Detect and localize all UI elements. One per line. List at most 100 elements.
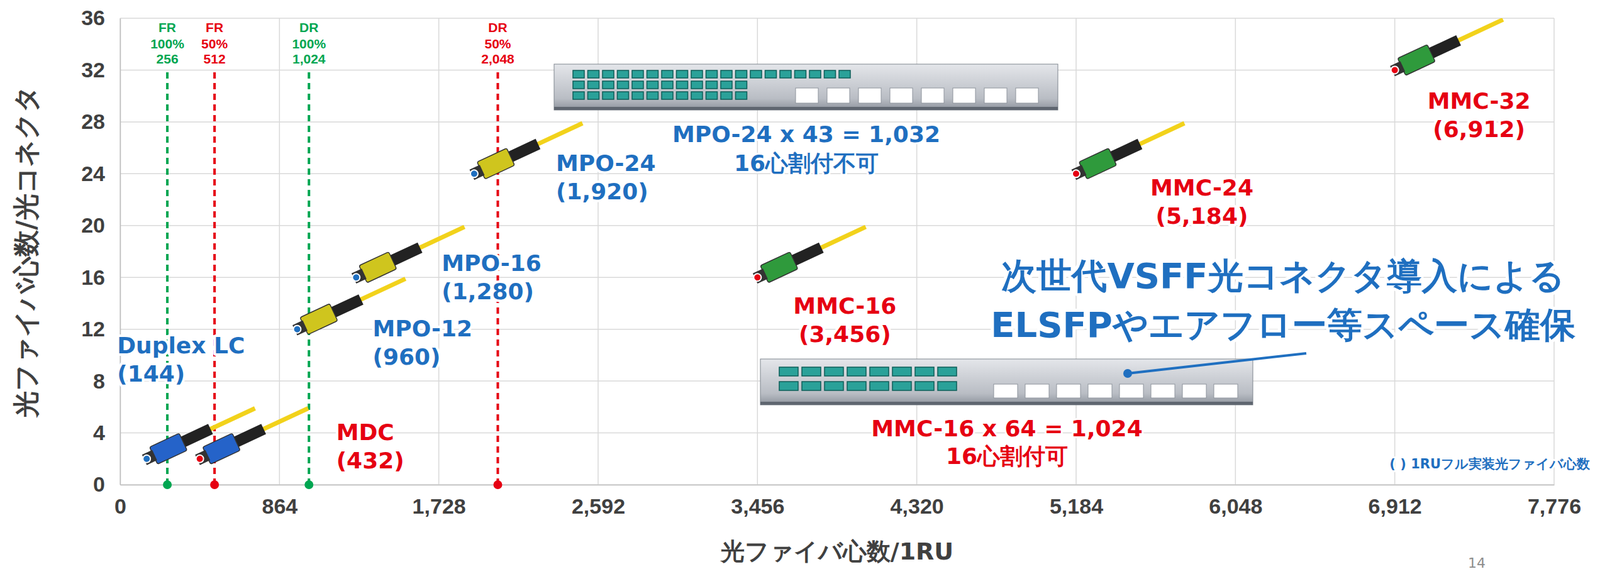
port [691,70,703,78]
port [779,367,799,377]
grid-line-x [279,18,281,485]
tick-label: 36 [81,5,106,30]
grid-line-y [120,432,1555,434]
port [647,91,659,100]
port [824,367,844,377]
port [892,367,912,377]
port [750,70,762,78]
x-axis: 08641,7282,5923,4564,3205,1846,0486,9127… [114,484,1582,519]
port [915,381,934,391]
empty-slot [827,88,850,104]
tick: 3,456 [730,484,785,519]
point-x-label: (960) [372,344,441,370]
connector-point [752,272,763,283]
connector-point [292,324,303,335]
tick: 7,776 [1527,484,1582,519]
tick: 4 [93,420,121,445]
connector-marker [192,400,312,470]
port [720,91,733,100]
annotation-text: MPO-24 x 43 = 1,032 [672,121,941,148]
tick-label: 6,912 [1368,494,1423,519]
empty-slot [795,88,819,104]
annotation-text: MMC-16 x 64 = 1,024 [871,415,1143,442]
connector-tip [752,268,768,284]
port [572,91,585,100]
reference-label: 100% [291,36,326,51]
port [735,70,748,78]
port [847,367,867,377]
grid-line-x [1235,18,1237,485]
port [588,81,600,89]
connector-tip [194,450,211,466]
point-x-label: (3,456) [798,321,892,348]
port [572,81,585,89]
port [632,81,644,89]
empty-slot [984,88,1007,104]
point-name: MMC-16 [793,293,897,319]
reference-dots [162,480,502,490]
point-name: MDC [336,419,395,446]
tick-label: 1,728 [412,494,467,519]
switch-panel [760,359,1253,406]
empty-slot [921,88,945,104]
y-axis: 04812162024283236 [81,5,121,497]
tick: 12 [81,316,121,341]
tick: 20 [81,213,121,238]
connector-marker [1068,114,1189,184]
port [794,70,807,78]
reference-label: 512 [203,51,226,67]
point-name: MPO-16 [441,250,542,277]
grid-line-x [119,18,121,485]
port [824,70,836,78]
tick: 6,048 [1208,484,1263,519]
port [647,81,659,89]
port [869,367,889,377]
tick-label: 4,320 [890,494,945,519]
tick: 0 [93,472,121,497]
empty-slot [1088,384,1112,399]
reference-labels: FR100%256FR50%512DR100%1,024DR50%2,048 [150,20,515,67]
connector-cable [418,227,465,249]
port [801,381,821,391]
reference-line [213,70,216,485]
port [617,91,629,100]
connector-tip [1389,61,1406,77]
port [572,70,585,78]
port [838,70,851,78]
connector-point [141,454,152,465]
tick-label: 2,592 [571,494,626,519]
port [720,81,733,89]
connector-point [350,272,362,283]
point-name: MMC-24 [1150,174,1254,201]
tick-label: 12 [81,316,106,341]
connector-cable [537,123,584,145]
tick: 864 [261,484,298,519]
x-axis-title: 光ファイバ心数/1RU [719,537,954,566]
tick-label: 20 [81,213,106,238]
tick-label: 7,776 [1527,494,1582,519]
empty-slot [1213,384,1238,399]
reference-label: 1,024 [292,51,326,67]
panels [554,64,1253,406]
point-name: MPO-24 [555,150,656,177]
switch-panel [554,64,1058,111]
plot-area [138,18,1507,485]
tick: 36 [81,5,121,30]
tick: 6,912 [1368,484,1423,519]
pointer-dot [1123,369,1133,378]
tick-label: 4 [93,420,106,445]
tick-label: 864 [261,494,298,519]
grid-line-y [120,484,1555,486]
reference-label: DR [299,20,319,35]
empty-slot [993,384,1018,399]
connector-marker [750,218,870,288]
empty-slot [1119,384,1144,399]
port [779,70,792,78]
port [720,70,733,78]
tick: 1,728 [412,484,467,519]
port [706,91,718,100]
point-x-label: (6,912) [1432,116,1526,143]
port [661,91,673,100]
tick-label: 32 [81,57,106,82]
grid-line-x [1553,18,1555,485]
